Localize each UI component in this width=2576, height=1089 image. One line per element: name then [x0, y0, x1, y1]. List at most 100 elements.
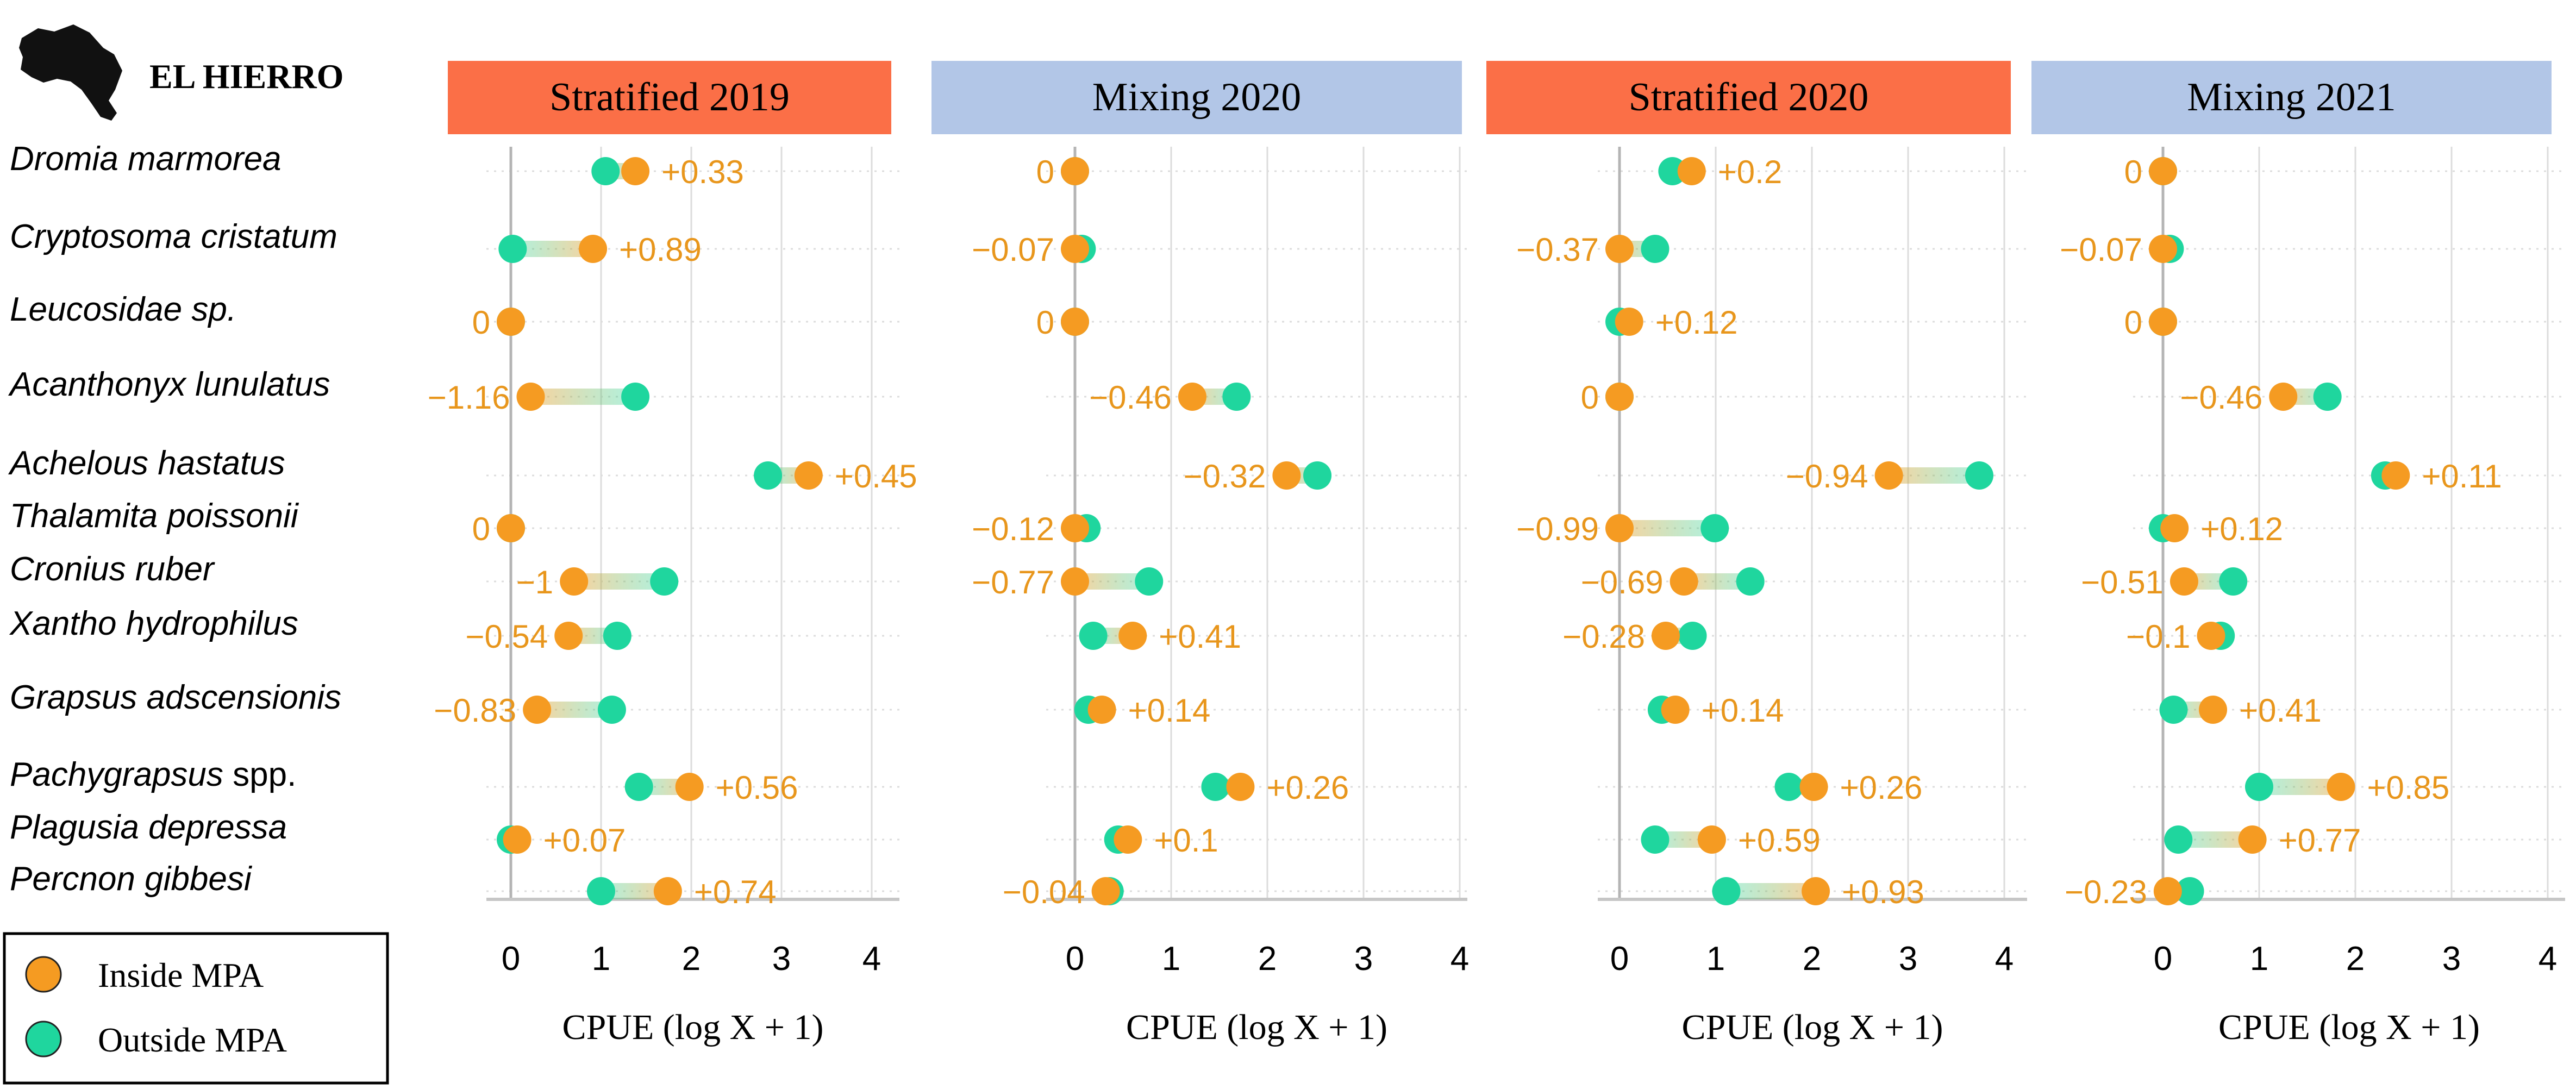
- inside-mpa-point: [1802, 877, 1830, 905]
- difference-label: +0.12: [1655, 304, 1738, 341]
- inside-mpa-point: [1615, 308, 1643, 336]
- x-tick-label: 1: [1706, 940, 1725, 978]
- inside-mpa-point: [2327, 773, 2355, 801]
- outside-mpa-point: [2245, 773, 2273, 801]
- inside-mpa-point: [1061, 308, 1089, 336]
- difference-label: +0.14: [1702, 692, 1784, 729]
- outside-mpa-point: [754, 461, 783, 490]
- outside-mpa-point: [2219, 567, 2248, 596]
- difference-label: +0.26: [1840, 769, 1923, 806]
- difference-label: +0.56: [716, 769, 798, 806]
- inside-mpa-point: [2160, 514, 2189, 542]
- inside-mpa-point: [2149, 308, 2177, 336]
- inside-mpa-point: [1661, 696, 1690, 724]
- species-label: Cryptosoma cristatum: [10, 218, 337, 255]
- difference-label: +0.26: [1266, 769, 1349, 806]
- chart-panel: Stratified 2020 0 1 2 3 4 CPUE (log X + 1) +0.2…: [1486, 61, 2027, 1047]
- inside-mpa-point: [794, 461, 823, 490]
- outside-mpa-point: [1079, 622, 1108, 650]
- inside-mpa-point: [2149, 235, 2177, 263]
- panel-title-box: [448, 61, 891, 134]
- difference-label: +0.89: [619, 231, 702, 268]
- chart-panel: Mixing 2020 0 1 2 3 4 CPUE (log X + 1) 0 −0.07 0 −…: [931, 61, 1469, 1047]
- x-tick-label: 0: [1066, 940, 1084, 978]
- inside-mpa-point: [579, 235, 608, 263]
- inside-mpa-point: [1605, 514, 1634, 542]
- inside-mpa-point: [560, 567, 589, 596]
- outside-mpa-point: [2313, 383, 2342, 411]
- inside-mpa-point: [497, 308, 525, 336]
- inside-mpa-point: [1178, 383, 1206, 411]
- outside-mpa-point: [1712, 877, 1741, 905]
- x-tick-label: 1: [1162, 940, 1180, 978]
- outside-mpa-point: [2164, 825, 2193, 854]
- difference-label: +0.11: [2422, 458, 2502, 495]
- inside-mpa-point: [1061, 567, 1089, 596]
- inside-mpa-point: [2169, 567, 2198, 596]
- legend-outside-label: Outside MPA: [98, 1021, 287, 1059]
- difference-label: −0.51: [2081, 564, 2164, 600]
- panel-title-box: [2031, 61, 2552, 134]
- difference-label: −0.69: [1581, 564, 1664, 600]
- difference-label: −1: [516, 564, 553, 600]
- legend: Inside MPA Outside MPA: [3, 932, 389, 1085]
- difference-label: +0.77: [2279, 822, 2361, 859]
- outside-mpa-point: [2175, 877, 2204, 905]
- difference-label: +0.1: [1154, 822, 1218, 859]
- difference-label: −0.54: [465, 618, 548, 655]
- x-tick-label: 0: [502, 940, 520, 978]
- difference-label: 0: [2124, 304, 2142, 341]
- inside-mpa-point: [1087, 696, 1116, 724]
- inside-mpa-point: [1697, 825, 1726, 854]
- x-axis-title: CPUE (log X + 1): [2218, 1007, 2480, 1047]
- x-tick-label: 3: [772, 940, 791, 978]
- species-label: Percnon gibbesi: [10, 860, 253, 898]
- inside-mpa-point: [2199, 696, 2228, 724]
- species-label: Thalamita poissonii: [10, 497, 299, 535]
- inside-mpa-point: [2269, 383, 2298, 411]
- difference-label: +0.41: [1159, 618, 1241, 655]
- x-tick-label: 0: [2154, 940, 2172, 978]
- island-title: EL HIERRO: [149, 57, 343, 96]
- outside-mpa-point: [1641, 235, 1670, 263]
- x-tick-label: 3: [2442, 940, 2461, 978]
- inside-mpa-point: [1605, 383, 1634, 411]
- outside-mpa-point: [2159, 696, 2188, 724]
- inside-mpa-point: [1226, 773, 1255, 801]
- species-label: Dromia marmorea: [10, 140, 282, 178]
- inside-mpa-point: [1799, 773, 1828, 801]
- x-axis-title: CPUE (log X + 1): [1682, 1007, 1943, 1047]
- outside-mpa-point: [1736, 567, 1765, 596]
- difference-label: +0.2: [1718, 154, 1782, 190]
- legend-inside-label: Inside MPA: [98, 956, 264, 994]
- panel-title: Stratified 2019: [549, 75, 790, 120]
- difference-label: 0: [472, 511, 490, 547]
- outside-mpa-point: [1700, 514, 1729, 542]
- outside-mpa-point: [621, 383, 650, 411]
- x-tick-label: 1: [592, 940, 610, 978]
- difference-label: −0.46: [1089, 379, 1172, 416]
- difference-label: −0.77: [972, 564, 1054, 600]
- inside-mpa-point: [2149, 157, 2177, 185]
- difference-label: +0.45: [835, 458, 917, 495]
- inside-mpa-point: [1061, 157, 1089, 185]
- difference-label: −0.94: [1786, 458, 1868, 495]
- inside-mpa-point: [1651, 622, 1680, 650]
- species-label: Xantho hydrophilus: [9, 605, 298, 642]
- outside-mpa-point: [624, 773, 653, 801]
- difference-label: +0.59: [1738, 822, 1821, 859]
- outside-mpa-point: [1774, 773, 1803, 801]
- x-tick-label: 4: [862, 940, 881, 978]
- difference-label: 0: [1581, 379, 1599, 416]
- outside-mpa-point: [1135, 567, 1164, 596]
- difference-label: 0: [472, 304, 490, 341]
- inside-mpa-point: [1118, 622, 1147, 650]
- difference-label: +0.12: [2200, 511, 2283, 547]
- difference-label: −0.12: [972, 511, 1054, 547]
- difference-label: −0.1: [2126, 618, 2190, 655]
- inside-mpa-point: [554, 622, 583, 650]
- legend-outside-marker: [25, 1021, 62, 1057]
- inside-mpa-point: [1061, 514, 1089, 542]
- x-tick-label: 1: [2250, 940, 2268, 978]
- inside-mpa-point: [2197, 622, 2225, 650]
